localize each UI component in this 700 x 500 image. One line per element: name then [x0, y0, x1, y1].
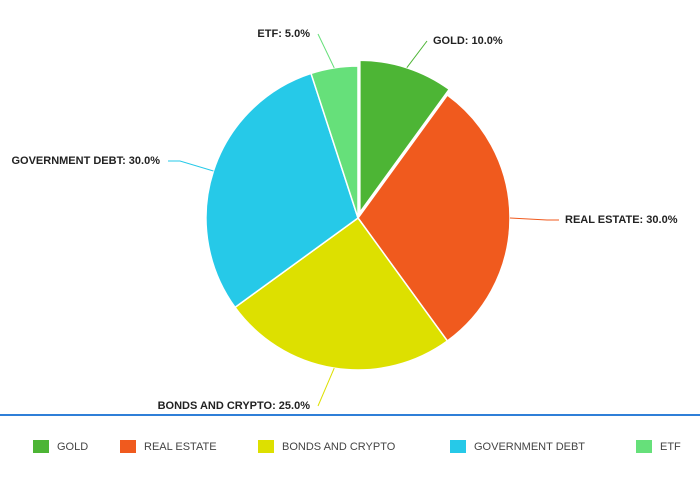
leader-line	[168, 160, 214, 172]
data-label: BONDS AND CRYPTO: 25.0%	[158, 400, 311, 412]
data-label: REAL ESTATE: 30.0%	[565, 214, 678, 226]
pie-slice	[357, 93, 511, 343]
data-label: GOVERNMENT DEBT: 30.0%	[11, 155, 160, 167]
legend-swatch	[33, 440, 49, 453]
legend-swatch	[450, 440, 466, 453]
data-label: ETF: 5.0%	[257, 28, 310, 40]
pie-slice	[359, 59, 451, 215]
legend-label: GOVERNMENT DEBT	[474, 441, 585, 453]
legend-swatch	[120, 440, 136, 453]
leader-line	[509, 217, 559, 221]
legend-label: GOLD	[57, 441, 88, 453]
legend-swatch	[258, 440, 274, 453]
pie-slice	[310, 65, 359, 219]
legend-swatch	[636, 440, 652, 453]
legend-label: ETF	[660, 441, 681, 453]
leader-line	[317, 33, 335, 69]
leader-line	[317, 367, 335, 407]
legend-label: BONDS AND CRYPTO	[282, 441, 396, 453]
data-label: GOLD: 10.0%	[433, 35, 503, 47]
leader-line	[406, 40, 428, 69]
legend-label: REAL ESTATE	[144, 441, 217, 453]
